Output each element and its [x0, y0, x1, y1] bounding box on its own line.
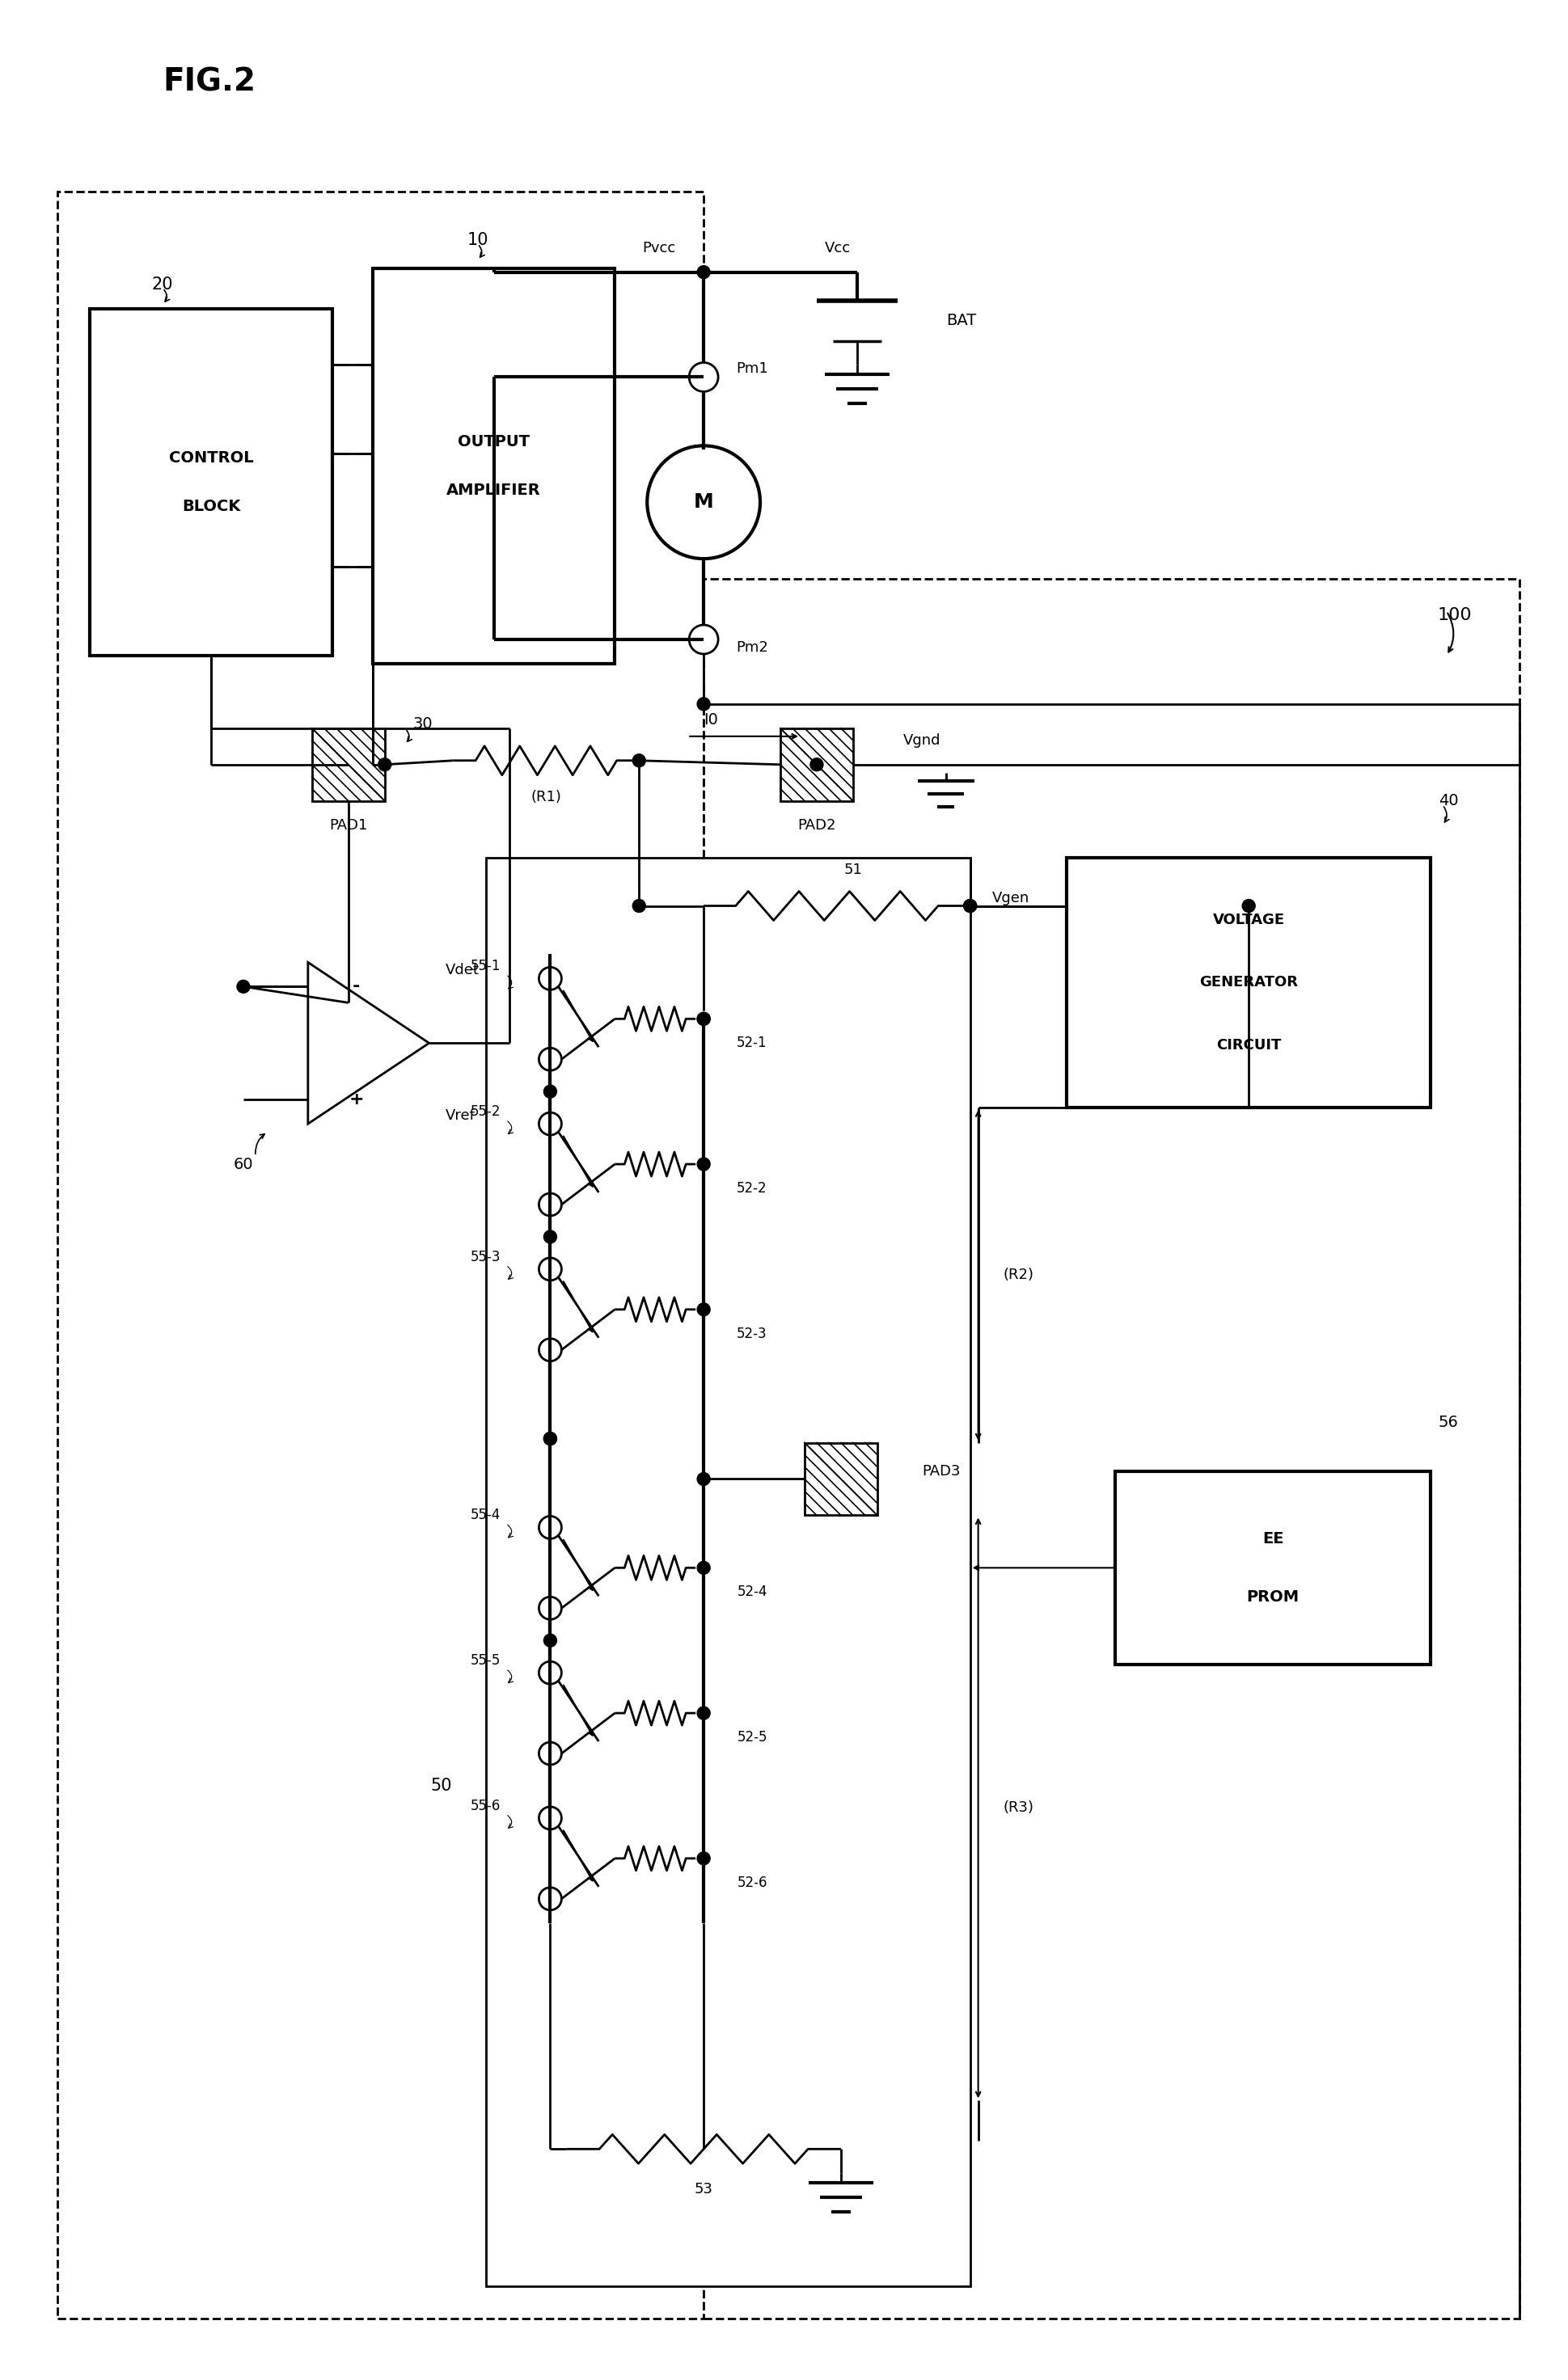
Text: 56: 56 — [1438, 1414, 1458, 1430]
Text: 10: 10 — [467, 231, 488, 248]
Circle shape — [378, 759, 390, 771]
Circle shape — [698, 1706, 710, 1721]
Text: CONTROL: CONTROL — [169, 450, 254, 466]
Text: FIG.2: FIG.2 — [163, 67, 256, 98]
Text: I0: I0 — [704, 712, 718, 728]
Text: (R3): (R3) — [1004, 1802, 1033, 1816]
Bar — [312, 728, 384, 802]
Text: Pm1: Pm1 — [735, 362, 768, 376]
Text: 20: 20 — [152, 276, 174, 293]
Text: (R1): (R1) — [532, 790, 561, 804]
Circle shape — [688, 626, 718, 655]
Text: 52-6: 52-6 — [737, 1875, 767, 1890]
Text: EE: EE — [1262, 1530, 1284, 1547]
Circle shape — [539, 966, 561, 990]
Text: 55-2: 55-2 — [470, 1104, 500, 1119]
Circle shape — [1242, 900, 1254, 912]
Text: PROM: PROM — [1247, 1590, 1300, 1604]
Circle shape — [698, 267, 710, 278]
Text: -: - — [353, 978, 361, 995]
Circle shape — [698, 1157, 710, 1171]
Text: 52-4: 52-4 — [737, 1585, 767, 1599]
Text: GENERATOR: GENERATOR — [1200, 976, 1298, 990]
Text: 55-5: 55-5 — [470, 1654, 500, 1668]
Circle shape — [539, 1192, 561, 1216]
Circle shape — [964, 900, 977, 912]
Text: 60: 60 — [234, 1157, 254, 1171]
Text: AMPLIFIER: AMPLIFIER — [447, 483, 541, 497]
Text: 52-2: 52-2 — [737, 1180, 767, 1195]
Text: CIRCUIT: CIRCUIT — [1217, 1038, 1281, 1052]
Text: Pm2: Pm2 — [735, 640, 768, 654]
Text: PAD2: PAD2 — [798, 819, 836, 833]
Bar — [373, 269, 615, 664]
Text: Pvcc: Pvcc — [641, 240, 676, 255]
Bar — [704, 578, 1519, 2318]
Text: PAD3: PAD3 — [922, 1464, 960, 1478]
Text: 55-3: 55-3 — [470, 1250, 500, 1264]
Circle shape — [539, 1806, 561, 1830]
Circle shape — [648, 445, 760, 559]
Circle shape — [544, 1433, 557, 1445]
Text: 50: 50 — [431, 1778, 452, 1795]
Text: 40: 40 — [1438, 793, 1458, 809]
Circle shape — [539, 1597, 561, 1618]
Circle shape — [632, 900, 646, 912]
Circle shape — [539, 1661, 561, 1685]
Circle shape — [539, 1047, 561, 1071]
Text: 30: 30 — [412, 716, 433, 733]
Text: 53: 53 — [695, 2182, 713, 2197]
Circle shape — [539, 1887, 561, 1911]
Text: Vgnd: Vgnd — [903, 733, 941, 747]
Text: 52-5: 52-5 — [737, 1730, 767, 1745]
Bar — [1115, 1471, 1430, 1664]
Text: BAT: BAT — [946, 312, 975, 328]
Text: VOLTAGE: VOLTAGE — [1212, 912, 1284, 928]
Circle shape — [698, 1302, 710, 1316]
Text: M: M — [693, 493, 713, 512]
Text: (R2): (R2) — [1004, 1269, 1033, 1283]
Bar — [781, 728, 853, 802]
Text: PAD1: PAD1 — [329, 819, 367, 833]
Text: 52-1: 52-1 — [737, 1035, 767, 1050]
Circle shape — [539, 1742, 561, 1766]
Circle shape — [539, 1111, 561, 1135]
Circle shape — [544, 1433, 557, 1445]
Text: OUTPUT: OUTPUT — [458, 433, 530, 450]
Bar — [58, 190, 704, 2318]
Bar — [89, 309, 332, 655]
Text: +: + — [350, 1092, 364, 1107]
Circle shape — [544, 1635, 557, 1647]
Text: 55-1: 55-1 — [470, 959, 500, 973]
Bar — [1068, 857, 1430, 1107]
Circle shape — [688, 362, 718, 393]
Text: 55-4: 55-4 — [470, 1509, 500, 1523]
Circle shape — [539, 1257, 561, 1280]
Circle shape — [544, 1085, 557, 1097]
Text: BLOCK: BLOCK — [182, 497, 240, 514]
Text: 51: 51 — [844, 862, 862, 876]
Circle shape — [539, 1338, 561, 1361]
Text: 52-3: 52-3 — [737, 1326, 767, 1340]
Text: Vgen: Vgen — [993, 890, 1029, 904]
Text: 100: 100 — [1438, 607, 1472, 624]
Text: Vcc: Vcc — [825, 240, 851, 255]
Circle shape — [964, 900, 977, 912]
Text: Vdet: Vdet — [445, 964, 480, 978]
Bar — [486, 857, 971, 2287]
Text: Vref: Vref — [445, 1109, 475, 1123]
Circle shape — [539, 1516, 561, 1540]
Circle shape — [698, 1561, 710, 1573]
Circle shape — [698, 1473, 710, 1485]
Circle shape — [698, 1012, 710, 1026]
Circle shape — [698, 697, 710, 712]
Bar — [804, 1442, 877, 1516]
Circle shape — [544, 1230, 557, 1242]
Circle shape — [698, 1012, 710, 1026]
Circle shape — [698, 1852, 710, 1866]
Circle shape — [811, 759, 823, 771]
Circle shape — [237, 981, 249, 992]
Text: 55-6: 55-6 — [470, 1799, 500, 1814]
Circle shape — [632, 754, 646, 766]
